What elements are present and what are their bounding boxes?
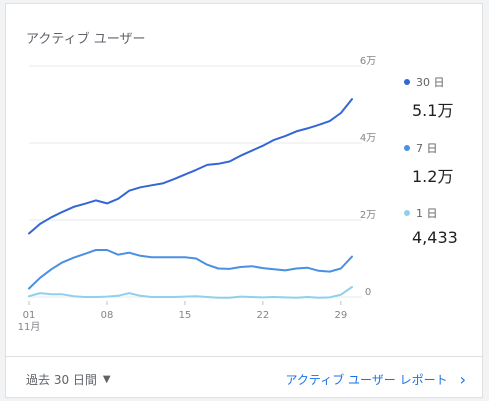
legend-item-7d: 7 日 1.2万 xyxy=(404,140,453,187)
y-tick-label: 2万 xyxy=(360,210,376,221)
date-range-dropdown[interactable]: 過去 30 日間 ▼ xyxy=(26,371,111,388)
legend-value-1d: 4,433 xyxy=(412,228,458,247)
y-tick-label: 0 xyxy=(365,287,371,298)
x-tick-label: 29 xyxy=(334,310,347,321)
footer-divider xyxy=(6,356,482,357)
date-range-label: 過去 30 日間 xyxy=(26,373,97,387)
legend-label-1d: 1 日 xyxy=(416,207,438,220)
legend-dot-30d xyxy=(404,79,410,85)
legend-dot-7d xyxy=(404,145,410,151)
x-tick-sublabel: 11月 xyxy=(18,321,41,333)
series-line-1 xyxy=(28,249,353,290)
x-tick-label: 08 xyxy=(101,310,114,321)
x-tick-label: 22 xyxy=(257,310,270,321)
legend-value-30d: 5.1万 xyxy=(412,101,454,120)
x-tick-label: 15 xyxy=(179,310,192,321)
card-title: アクティブ ユーザー xyxy=(26,32,146,47)
legend-label-30d: 30 日 xyxy=(416,76,445,89)
legend-item-1d: 1 日 4,433 xyxy=(404,205,458,247)
caret-down-icon: ▼ xyxy=(102,374,111,385)
legend-label-7d: 7 日 xyxy=(416,142,438,155)
legend-value-7d: 1.2万 xyxy=(412,167,454,186)
report-link-label: アクティブ ユーザー レポート xyxy=(285,373,448,387)
series-line-2 xyxy=(28,286,353,299)
series-line-0 xyxy=(28,98,353,235)
y-tick-label: 4万 xyxy=(360,133,376,144)
legend-item-30d: 30 日 5.1万 xyxy=(404,74,453,121)
chart-lines xyxy=(28,98,353,299)
chevron-right-icon: › xyxy=(459,370,466,389)
y-tick-label: 6万 xyxy=(360,56,376,67)
x-tick-label: 01 xyxy=(23,310,36,321)
active-users-report-link[interactable]: アクティブ ユーザー レポート › xyxy=(286,370,466,389)
chart-grid xyxy=(29,65,362,298)
legend-dot-1d xyxy=(404,210,410,216)
active-users-card: アクティブ ユーザー 0 2万 4万 6万 01 11月 08 15 22 29 30 日 5.1… xyxy=(5,3,483,398)
